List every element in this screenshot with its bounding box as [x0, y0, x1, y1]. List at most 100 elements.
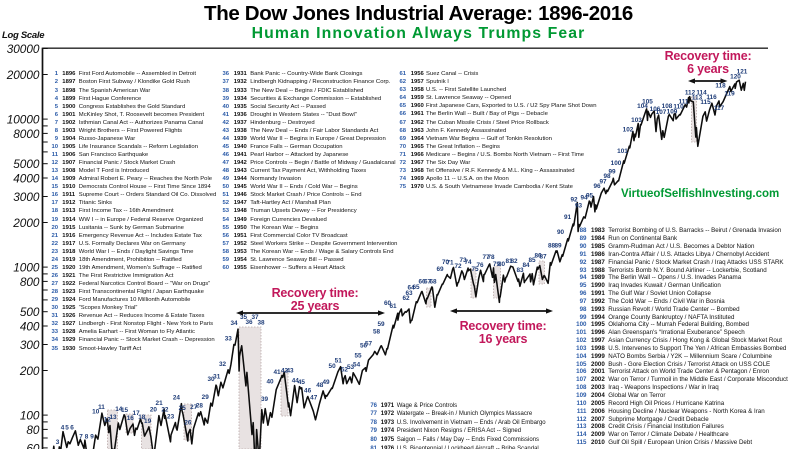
svg-text:33: 33 [225, 336, 233, 343]
svg-text:116: 116 [706, 94, 717, 101]
svg-text:104: 104 [637, 103, 648, 110]
svg-text:18: 18 [138, 414, 146, 421]
svg-text:27: 27 [190, 404, 198, 411]
svg-text:38: 38 [257, 320, 265, 327]
svg-text:56: 56 [360, 343, 368, 350]
svg-text:120: 120 [730, 74, 741, 81]
svg-text:12: 12 [104, 417, 112, 424]
svg-text:57: 57 [365, 341, 373, 348]
svg-text:95: 95 [586, 193, 594, 200]
svg-text:118: 118 [715, 83, 726, 90]
svg-text:68: 68 [429, 279, 437, 286]
svg-text:5000: 5000 [13, 157, 40, 171]
svg-text:110: 110 [673, 104, 684, 111]
svg-text:51: 51 [335, 358, 343, 365]
svg-text:83: 83 [516, 267, 524, 274]
svg-text:71: 71 [446, 260, 454, 267]
svg-text:108: 108 [662, 103, 673, 110]
svg-text:500: 500 [20, 305, 40, 319]
svg-text:26: 26 [184, 420, 192, 427]
svg-text:3000: 3000 [13, 190, 40, 204]
svg-text:4000: 4000 [13, 171, 40, 185]
svg-text:75: 75 [471, 266, 479, 273]
svg-text:52: 52 [341, 367, 349, 374]
svg-text:15: 15 [121, 407, 129, 414]
svg-text:20000: 20000 [6, 68, 40, 82]
svg-text:102: 102 [623, 127, 634, 134]
svg-text:8000: 8000 [13, 127, 40, 141]
svg-text:35: 35 [240, 314, 248, 321]
svg-text:49: 49 [322, 379, 330, 386]
svg-text:92: 92 [570, 197, 578, 204]
svg-text:48: 48 [316, 382, 324, 389]
svg-text:63: 63 [405, 290, 413, 297]
svg-text:89: 89 [554, 243, 562, 250]
svg-text:45: 45 [298, 379, 306, 386]
svg-text:1000: 1000 [13, 261, 40, 275]
svg-text:200: 200 [19, 364, 40, 378]
svg-text:87: 87 [539, 254, 547, 261]
svg-text:107: 107 [656, 109, 667, 116]
svg-text:5: 5 [65, 425, 69, 432]
svg-text:39: 39 [261, 396, 269, 403]
svg-text:99: 99 [608, 169, 616, 176]
svg-text:40: 40 [266, 379, 274, 386]
svg-text:16: 16 [127, 415, 135, 422]
svg-text:74: 74 [464, 259, 472, 266]
svg-text:67: 67 [424, 279, 432, 286]
svg-text:97: 97 [599, 179, 607, 186]
svg-text:30: 30 [207, 376, 215, 383]
svg-text:23: 23 [167, 414, 175, 421]
svg-text:17: 17 [133, 410, 141, 417]
svg-text:14: 14 [115, 406, 123, 413]
svg-text:31: 31 [213, 373, 221, 380]
svg-text:86: 86 [534, 253, 542, 260]
svg-text:100: 100 [20, 409, 40, 423]
svg-text:32: 32 [219, 361, 227, 368]
svg-text:82: 82 [510, 258, 518, 265]
svg-text:43: 43 [286, 368, 294, 375]
svg-text:88: 88 [548, 243, 556, 250]
svg-text:78: 78 [487, 254, 495, 261]
svg-text:25: 25 [179, 405, 187, 412]
svg-text:22: 22 [161, 407, 169, 414]
svg-text:93: 93 [575, 203, 583, 210]
svg-text:85: 85 [528, 257, 536, 264]
svg-text:79: 79 [493, 261, 501, 268]
svg-text:59: 59 [377, 321, 385, 328]
svg-text:800: 800 [20, 275, 40, 289]
svg-text:53: 53 [347, 364, 355, 371]
svg-text:119: 119 [724, 91, 735, 98]
svg-text:300: 300 [20, 338, 40, 352]
svg-text:47: 47 [310, 395, 318, 402]
svg-text:8: 8 [85, 434, 89, 441]
svg-text:4: 4 [61, 425, 65, 432]
svg-text:94: 94 [580, 195, 588, 202]
svg-text:11: 11 [98, 404, 105, 411]
svg-text:62: 62 [402, 295, 410, 302]
svg-text:10: 10 [92, 408, 100, 415]
svg-text:64: 64 [407, 285, 415, 292]
svg-text:60: 60 [384, 300, 392, 307]
svg-text:100: 100 [611, 160, 622, 167]
svg-text:90: 90 [557, 229, 565, 236]
svg-text:101: 101 [617, 148, 628, 155]
svg-text:30000: 30000 [7, 42, 40, 56]
svg-text:109: 109 [667, 109, 678, 116]
svg-text:2000: 2000 [12, 216, 40, 230]
svg-text:105: 105 [642, 99, 653, 106]
svg-text:6: 6 [70, 425, 74, 432]
svg-text:121: 121 [737, 69, 748, 76]
svg-text:96: 96 [593, 183, 601, 190]
svg-text:81: 81 [505, 258, 513, 265]
svg-text:112: 112 [685, 90, 696, 97]
svg-text:29: 29 [202, 394, 210, 401]
svg-text:37: 37 [251, 314, 259, 321]
svg-text:55: 55 [354, 353, 362, 360]
svg-text:66: 66 [418, 279, 426, 286]
svg-text:84: 84 [522, 262, 530, 269]
svg-text:54: 54 [353, 361, 361, 368]
svg-text:106: 106 [650, 106, 661, 113]
svg-text:76: 76 [476, 262, 484, 269]
svg-text:36: 36 [245, 319, 253, 326]
